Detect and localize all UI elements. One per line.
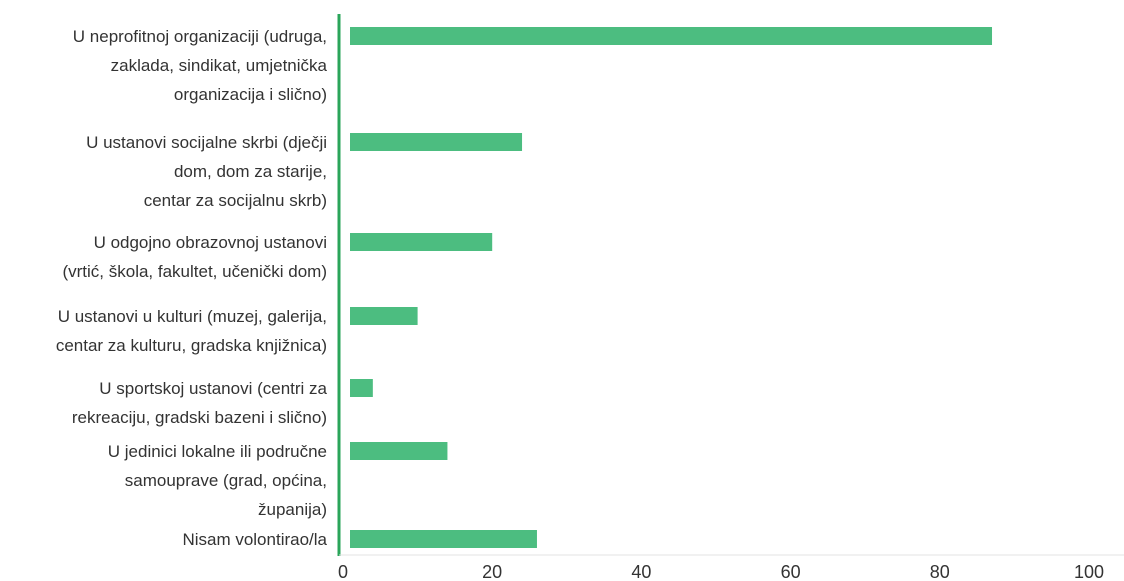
bar-5: [350, 379, 373, 397]
category-label-line: U neprofitnoj organizaciji (udruga,: [73, 27, 327, 46]
bar-3: [350, 233, 493, 251]
category-labels-group: U neprofitnoj organizaciji (udruga, zakla…: [56, 27, 328, 549]
category-label-line: (vrtić, škola, fakultet, učenički dom): [62, 262, 327, 281]
x-tick-label-60: 60: [781, 562, 801, 581]
category-label-line: U ustanovi socijalne skrbi (dječji: [86, 133, 327, 152]
bars-group: [350, 27, 993, 548]
category-label-line: županija): [258, 500, 327, 519]
value-axis-ticks-group: 0 20 40 60 80 100: [338, 562, 1104, 581]
category-label-line: zaklada, sindikat, umjetnička: [111, 56, 328, 75]
x-tick-label-40: 40: [631, 562, 651, 581]
category-label-7: Nisam volontirao/la: [182, 530, 327, 549]
x-tick-label-0: 0: [338, 562, 348, 581]
x-tick-label-100: 100: [1074, 562, 1104, 581]
x-tick-label-20: 20: [482, 562, 502, 581]
x-tick-label-80: 80: [930, 562, 950, 581]
category-label-6: U jedinici lokalne ili područne samouprav…: [108, 442, 327, 519]
category-label-line: organizacija i slično): [174, 85, 327, 104]
category-label-line: samouprave (grad, općina,: [125, 471, 327, 490]
category-label-5: U sportskoj ustanovi (centri za rekreacij…: [72, 379, 328, 427]
category-label-line: U ustanovi u kulturi (muzej, galerija,: [58, 307, 327, 326]
category-label-line: U jedinici lokalne ili područne: [108, 442, 327, 461]
bar-6: [350, 442, 448, 460]
category-label-2: U ustanovi socijalne skrbi (dječji dom, d…: [86, 133, 327, 210]
bar-1: [350, 27, 993, 45]
category-label-4: U ustanovi u kulturi (muzej, galerija, ce…: [56, 307, 327, 355]
category-label-line: rekreaciju, gradski bazeni i slično): [72, 408, 327, 427]
category-label-line: dom, dom za starije,: [174, 162, 327, 181]
category-label-line: centar za kulturu, gradska knjižnica): [56, 336, 327, 355]
category-label-3: U odgojno obrazovnoj ustanovi (vrtić, ško…: [62, 233, 327, 281]
bar-7: [350, 530, 537, 548]
category-label-line: U odgojno obrazovnoj ustanovi: [94, 233, 327, 252]
bar-4: [350, 307, 418, 325]
category-label-1: U neprofitnoj organizaciji (udruga, zakla…: [73, 27, 328, 104]
bar-2: [350, 133, 523, 151]
category-label-line: U sportskoj ustanovi (centri za: [99, 379, 327, 398]
category-label-line: centar za socijalnu skrb): [144, 191, 327, 210]
category-label-line: Nisam volontirao/la: [182, 530, 327, 549]
